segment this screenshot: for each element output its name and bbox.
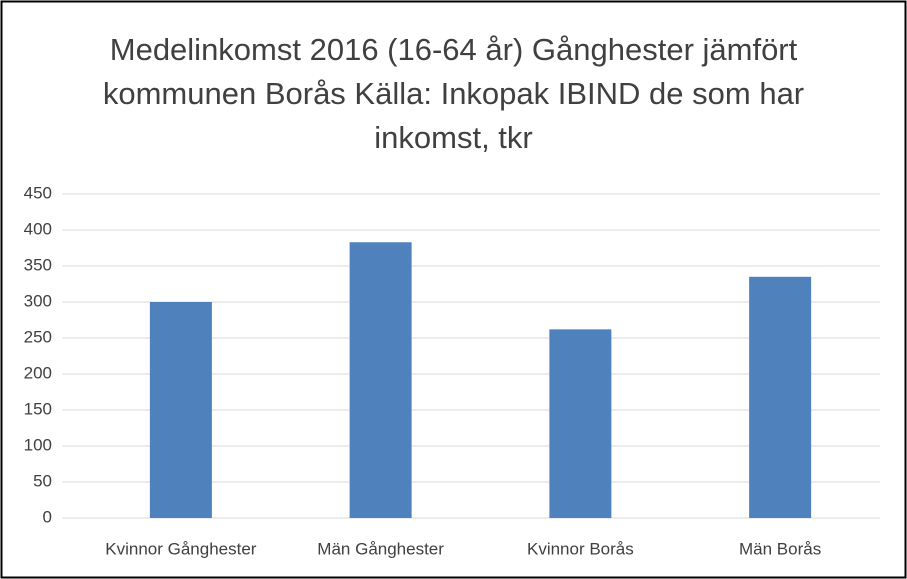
y-tick-label: 0 <box>43 507 52 526</box>
y-tick-label: 250 <box>24 327 52 346</box>
y-tick-label: 200 <box>24 363 52 382</box>
bar <box>549 329 612 518</box>
x-tick-label: Kvinnor Gånghester <box>105 539 257 558</box>
x-tick-label: Män Borås <box>739 539 821 558</box>
y-tick-label: 50 <box>33 471 52 490</box>
y-tick-label: 100 <box>24 435 52 454</box>
y-tick-label: 350 <box>24 255 52 274</box>
y-tick-label: 300 <box>24 291 52 310</box>
bar <box>149 302 212 518</box>
x-tick-label: Kvinnor Borås <box>527 539 634 558</box>
y-tick-label: 150 <box>24 399 52 418</box>
bar <box>749 276 812 518</box>
y-tick-label: 400 <box>24 219 52 238</box>
x-tick-label: Män Gånghester <box>317 539 444 558</box>
chart-title: Medelinkomst 2016 (16-64 år) Gånghester … <box>102 32 805 155</box>
y-tick-label: 450 <box>24 183 52 202</box>
bar <box>349 242 412 519</box>
